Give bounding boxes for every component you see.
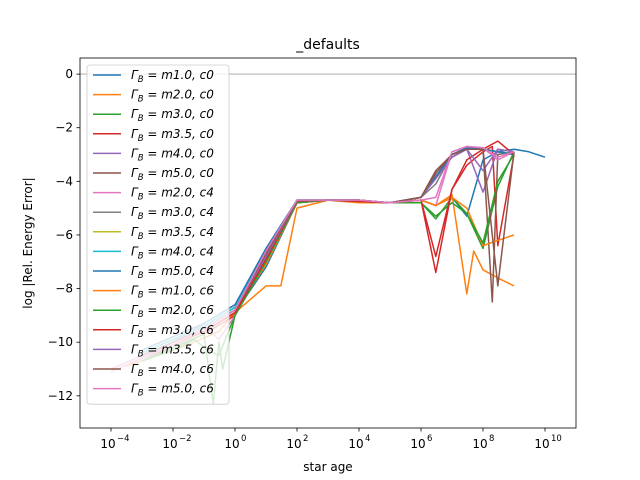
legend-entry-5: ΓB = m5.0, c0 bbox=[131, 166, 214, 183]
x-tick-exponent-5: 6 bbox=[427, 434, 432, 444]
x-tick-exponent-1: −2 bbox=[179, 434, 192, 444]
y-tick-label-5: −10 bbox=[48, 335, 73, 349]
x-tick-label-4: 10 bbox=[348, 437, 363, 451]
legend: ΓB = m1.0, c0 ΓB = m2.0, c0 ΓB = m3.0, c0 Γ… bbox=[86, 64, 230, 405]
y-axis-label: log |Rel. Energy Error| bbox=[21, 177, 35, 308]
plot-frame bbox=[79, 57, 577, 429]
legend-entry-0: ΓB = m1.0, c0 bbox=[131, 68, 214, 85]
chart-title: _defaults bbox=[295, 37, 360, 53]
x-tick-exponent-4: 4 bbox=[365, 434, 370, 444]
x-tick-exponent-0: −4 bbox=[117, 434, 130, 444]
legend-entry-11: ΓB = m1.0, c6 bbox=[131, 284, 214, 301]
x-tick-label-2: 10 bbox=[224, 437, 239, 451]
y-tick-label-4: −8 bbox=[55, 282, 73, 296]
x-tick-label-1: 10 bbox=[162, 437, 177, 451]
x-tick-exponent-3: 2 bbox=[303, 434, 308, 444]
legend-entry-16: ΓB = m5.0, c6 bbox=[131, 382, 214, 399]
x-axis: 10 −4 10 −2 10 0 10 2 10 4 10 6 10 8 10 10 bbox=[100, 428, 562, 451]
legend-entry-10: ΓB = m5.0, c4 bbox=[131, 264, 214, 281]
x-tick-label-6: 10 bbox=[472, 437, 487, 451]
legend-entry-9: ΓB = m4.0, c4 bbox=[131, 244, 214, 261]
x-tick-exponent-6: 8 bbox=[489, 434, 494, 444]
y-tick-label-3: −6 bbox=[55, 228, 73, 242]
x-tick-label-3: 10 bbox=[286, 437, 301, 451]
legend-entry-2: ΓB = m3.0, c0 bbox=[131, 107, 214, 124]
x-tick-label-5: 10 bbox=[410, 437, 425, 451]
legend-entry-3: ΓB = m3.5, c0 bbox=[131, 127, 214, 144]
y-axis: 0 −2 −4 −6 −8 −10 −12 bbox=[48, 67, 80, 403]
legend-entry-13: ΓB = m3.0, c6 bbox=[131, 323, 214, 340]
legend-entry-4: ΓB = m4.0, c0 bbox=[131, 146, 214, 163]
y-tick-label-2: −4 bbox=[55, 174, 73, 188]
x-axis-label: star age bbox=[303, 460, 352, 474]
legend-entry-1: ΓB = m2.0, c0 bbox=[131, 88, 214, 105]
y-tick-label-1: −2 bbox=[55, 121, 73, 135]
legend-entry-7: ΓB = m3.0, c4 bbox=[131, 205, 214, 222]
y-tick-label-6: −12 bbox=[48, 389, 73, 403]
legend-box bbox=[86, 64, 230, 405]
x-tick-label-0: 10 bbox=[100, 437, 115, 451]
x-tick-label-7: 10 bbox=[534, 437, 549, 451]
x-tick-exponent-7: 10 bbox=[551, 434, 562, 444]
legend-entry-15: ΓB = m4.0, c6 bbox=[131, 362, 214, 379]
y-tick-label-0: 0 bbox=[65, 67, 73, 81]
legend-entry-8: ΓB = m3.5, c4 bbox=[131, 225, 214, 242]
legend-entry-12: ΓB = m2.0, c6 bbox=[131, 303, 214, 320]
legend-entry-6: ΓB = m2.0, c4 bbox=[131, 186, 214, 203]
legend-entry-14: ΓB = m3.5, c6 bbox=[131, 342, 214, 359]
x-tick-exponent-2: 0 bbox=[241, 434, 246, 444]
